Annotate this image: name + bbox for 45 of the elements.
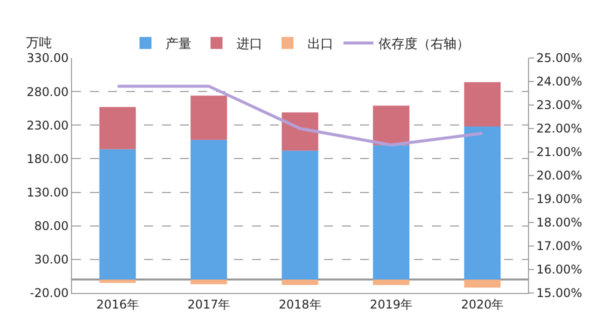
bar	[190, 280, 228, 284]
y2-tick-label: 17.00%	[536, 239, 582, 254]
y2-tick-label: 23.00%	[536, 98, 582, 112]
legend-label: 进口	[236, 37, 262, 52]
bar	[464, 280, 501, 288]
x-tick-label: 2020年	[461, 297, 504, 312]
x-tick-label: 2019年	[370, 297, 412, 312]
bar	[464, 126, 501, 280]
y-tick-label: -20.00	[30, 286, 69, 300]
bar	[282, 150, 318, 280]
bar	[99, 107, 136, 150]
bar	[99, 280, 136, 283]
bar	[464, 82, 501, 126]
bar	[99, 149, 136, 280]
y2-tick-label: 25.00%	[536, 51, 582, 66]
y-tick-label: 80.00	[34, 219, 69, 234]
y2-tick-label: 21.00%	[536, 145, 582, 160]
y-tick-label: 230.00	[26, 118, 69, 132]
y2-tick-label: 16.00%	[536, 262, 582, 277]
y-tick-label: 330.00	[26, 51, 69, 66]
x-tick-label: 2016年	[96, 297, 139, 312]
y2-tick-label: 18.00%	[536, 216, 582, 230]
y2-tick-label: 15.00%	[536, 286, 582, 300]
legend-label: 产量	[166, 37, 192, 52]
bar	[372, 145, 410, 280]
bar	[282, 280, 318, 285]
bar	[190, 96, 228, 140]
bar	[282, 112, 318, 151]
bar	[372, 106, 410, 146]
y-tick-label: 130.00	[26, 185, 69, 200]
y2-tick-label: 19.00%	[536, 192, 582, 206]
y-tick-label: 280.00	[26, 84, 69, 99]
y-axis-title: 万吨	[26, 36, 52, 51]
legend-label: 出口	[308, 37, 334, 52]
y2-tick-label: 20.00%	[536, 168, 582, 183]
legend-label: 依存度（右轴）	[378, 36, 470, 52]
x-tick-label: 2018年	[278, 297, 322, 312]
y-tick-label: 30.00	[34, 252, 69, 267]
bar	[372, 280, 410, 285]
y-tick-label: 180.00	[26, 152, 69, 166]
x-tick-label: 2017年	[188, 297, 230, 312]
y2-tick-label: 24.00%	[536, 74, 582, 89]
y2-tick-label: 22.00%	[536, 122, 582, 136]
line-series	[116, 84, 484, 146]
bar	[190, 140, 228, 280]
